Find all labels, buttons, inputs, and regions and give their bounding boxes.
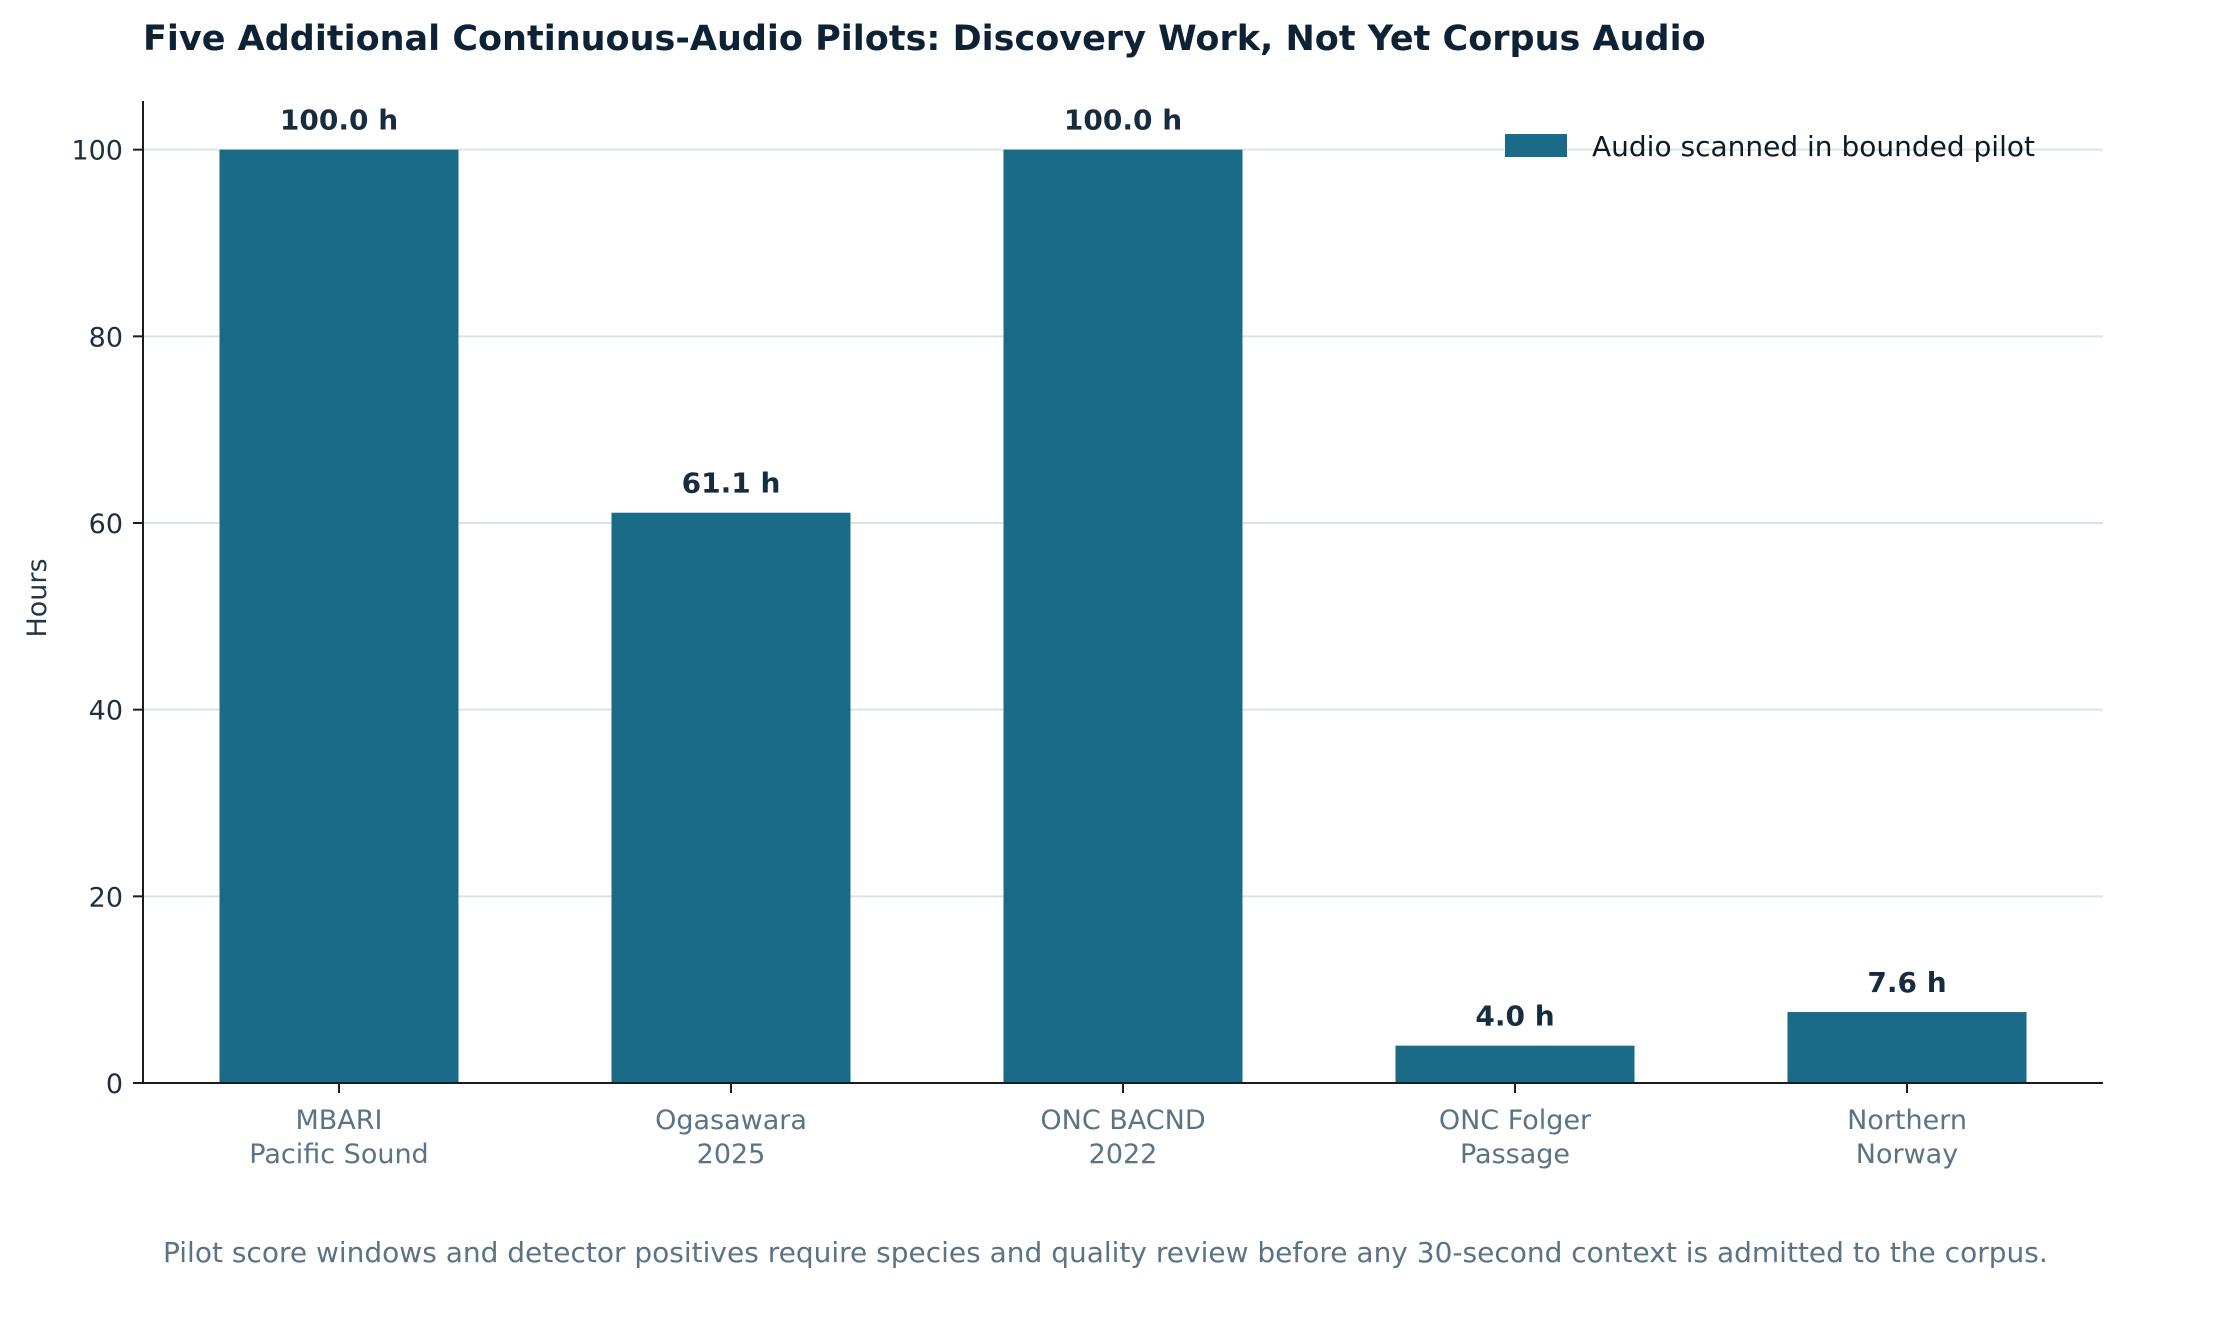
- y-tick-label: 100: [71, 136, 123, 167]
- x-tick-label: Northern: [1847, 1105, 1967, 1136]
- x-tick-label: Ogasawara: [655, 1105, 807, 1136]
- y-tick-label: 0: [106, 1069, 123, 1100]
- bar: [611, 512, 851, 1083]
- y-axis-label: Hours: [22, 558, 53, 637]
- chart-title: Five Additional Continuous-Audio Pilots:…: [143, 19, 1706, 59]
- y-tick-label: 60: [89, 509, 123, 540]
- legend-label: Audio scanned in bounded pilot: [1592, 130, 2035, 163]
- data-label: 7.6 h: [1867, 966, 1946, 999]
- bar: [1395, 1045, 1635, 1083]
- x-tick-label: ONC BACND: [1040, 1105, 1205, 1136]
- x-tick-label: Pacific Sound: [249, 1139, 428, 1170]
- x-tick-label: ONC Folger: [1439, 1105, 1592, 1136]
- x-tick-label: 2025: [697, 1139, 766, 1170]
- data-labels: 100.0 h 61.1 h 100.0 h 4.0 h 7.6 h: [280, 104, 1947, 1033]
- y-tick-label: 80: [89, 322, 123, 353]
- legend-swatch: [1505, 134, 1567, 157]
- data-label: 61.1 h: [682, 467, 781, 500]
- y-ticks: 0 20 40 60 80 100: [71, 136, 143, 1100]
- x-tick-label: MBARI: [295, 1105, 382, 1136]
- x-tick-label: Norway: [1856, 1139, 1958, 1170]
- x-tick-label: Passage: [1460, 1139, 1570, 1170]
- bar: [1003, 149, 1243, 1083]
- data-label: 100.0 h: [280, 104, 398, 137]
- legend: Audio scanned in bounded pilot: [1505, 130, 2035, 163]
- y-tick-label: 40: [89, 696, 123, 727]
- bars: [219, 149, 2027, 1083]
- data-label: 4.0 h: [1475, 1000, 1554, 1033]
- y-tick-label: 20: [89, 882, 123, 913]
- x-tick-label: 2022: [1089, 1139, 1158, 1170]
- bar: [219, 149, 459, 1083]
- footnote: Pilot score windows and detector positiv…: [163, 1236, 2048, 1269]
- bar: [1787, 1012, 2027, 1083]
- data-label: 100.0 h: [1064, 104, 1182, 137]
